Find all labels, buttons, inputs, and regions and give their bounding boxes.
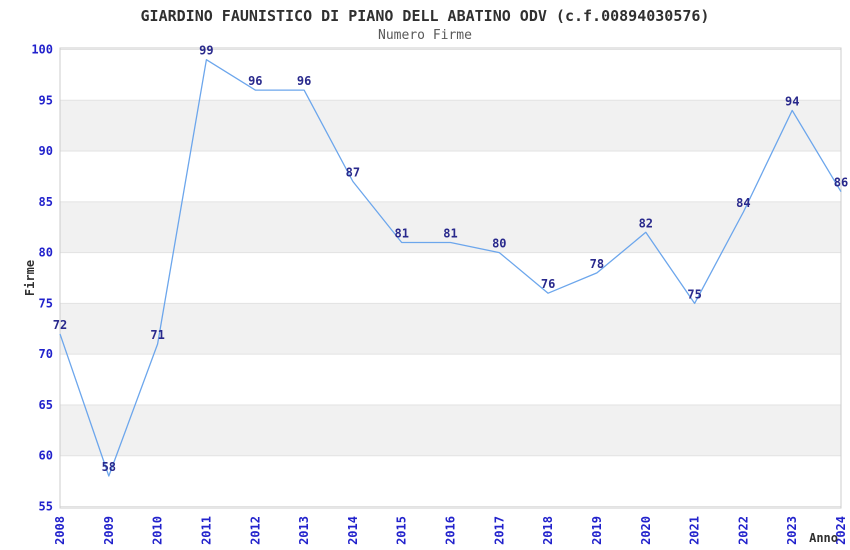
y-axis-title: Firme bbox=[23, 259, 37, 297]
x-tick-label: 2019 bbox=[590, 516, 604, 545]
point-label: 81 bbox=[443, 227, 457, 241]
y-tick-label: 95 bbox=[39, 93, 53, 107]
plot-band bbox=[60, 100, 841, 152]
point-label: 94 bbox=[785, 94, 799, 108]
point-label: 82 bbox=[639, 216, 653, 230]
point-label: 96 bbox=[297, 74, 311, 88]
point-label: 86 bbox=[834, 176, 848, 190]
x-tick-label: 2008 bbox=[53, 516, 67, 545]
x-tick-label: 2017 bbox=[492, 516, 506, 545]
x-axis-title: Anno bbox=[809, 531, 838, 545]
y-tick-label: 90 bbox=[39, 144, 53, 158]
x-tick-label: 2010 bbox=[151, 516, 165, 545]
x-tick-label: 2014 bbox=[346, 516, 360, 545]
x-tick-label: 2013 bbox=[297, 516, 311, 545]
point-label: 76 bbox=[541, 277, 555, 291]
plot-band bbox=[60, 201, 841, 253]
point-label: 84 bbox=[736, 196, 750, 210]
x-tick-label: 2009 bbox=[102, 516, 116, 545]
point-label: 81 bbox=[394, 227, 408, 241]
x-tick-label: 2021 bbox=[688, 516, 702, 545]
x-tick-label: 2020 bbox=[639, 516, 653, 545]
point-label: 80 bbox=[492, 237, 506, 251]
x-tick-label: 2012 bbox=[248, 516, 262, 545]
y-tick-label: 75 bbox=[39, 296, 53, 310]
point-label: 99 bbox=[199, 44, 213, 58]
x-tick-label: 2011 bbox=[199, 516, 213, 545]
point-label: 75 bbox=[687, 287, 701, 301]
chart-subtitle: Numero Firme bbox=[378, 28, 472, 43]
x-tick-label: 2016 bbox=[444, 516, 458, 545]
y-tick-label: 100 bbox=[31, 43, 53, 57]
plot-band bbox=[60, 303, 841, 355]
plot-band bbox=[60, 404, 841, 456]
x-tick-label: 2023 bbox=[785, 516, 799, 545]
point-label: 58 bbox=[102, 460, 116, 474]
y-tick-label: 85 bbox=[39, 195, 53, 209]
point-label: 87 bbox=[346, 166, 360, 180]
y-tick-label: 60 bbox=[39, 449, 53, 463]
point-label: 71 bbox=[150, 328, 164, 342]
series-line bbox=[59, 59, 842, 477]
y-tick-label: 80 bbox=[39, 246, 53, 260]
point-label: 72 bbox=[53, 318, 67, 332]
x-tick-label: 2015 bbox=[395, 516, 409, 545]
x-tick-label: 2018 bbox=[541, 516, 555, 545]
y-tick-label: 70 bbox=[39, 347, 53, 361]
point-label: 78 bbox=[590, 257, 604, 271]
y-tick-label: 65 bbox=[39, 398, 53, 412]
point-label: 96 bbox=[248, 74, 262, 88]
x-tick-label: 2022 bbox=[736, 516, 750, 545]
chart-title: GIARDINO FAUNISTICO DI PIANO DELL ABATIN… bbox=[140, 7, 710, 25]
plot-border bbox=[59, 47, 842, 509]
y-tick-label: 55 bbox=[39, 500, 53, 514]
x-tick-label: 2024 bbox=[834, 516, 848, 545]
